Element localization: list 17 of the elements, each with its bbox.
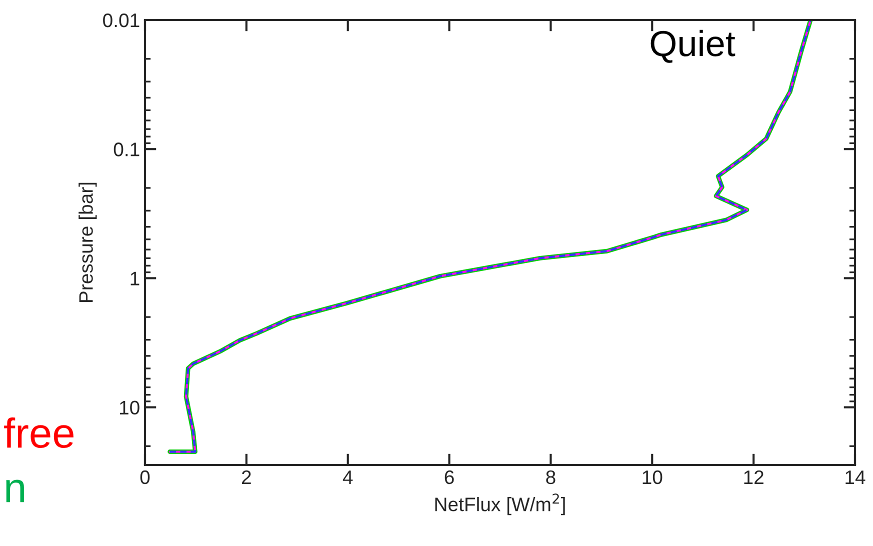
x-tick-label: 14	[846, 470, 866, 484]
x-tick-label: 12	[744, 470, 764, 484]
text: n	[6, 480, 24, 502]
x-tick-label: 6	[444, 470, 454, 484]
y-axis-title: Pressure [bar]	[78, 182, 97, 302]
x-tick-label: 10	[642, 470, 662, 484]
x-tick-label: 8	[546, 470, 556, 484]
annotation: Quiet	[650, 30, 736, 63]
x-tick-label: 0	[140, 470, 150, 484]
text: free	[4, 417, 74, 448]
y-tick-label: 10	[120, 400, 140, 415]
x-tick-label: 4	[342, 470, 353, 484]
y-tick-label: 0.01	[103, 13, 140, 28]
y-tick-label: 0.1	[114, 142, 140, 156]
x-axis-title: NetFlux [W/m$^{2}$]	[435, 494, 565, 516]
y-tick-label: 1	[130, 272, 140, 286]
x-tick-label: 2	[242, 470, 251, 484]
